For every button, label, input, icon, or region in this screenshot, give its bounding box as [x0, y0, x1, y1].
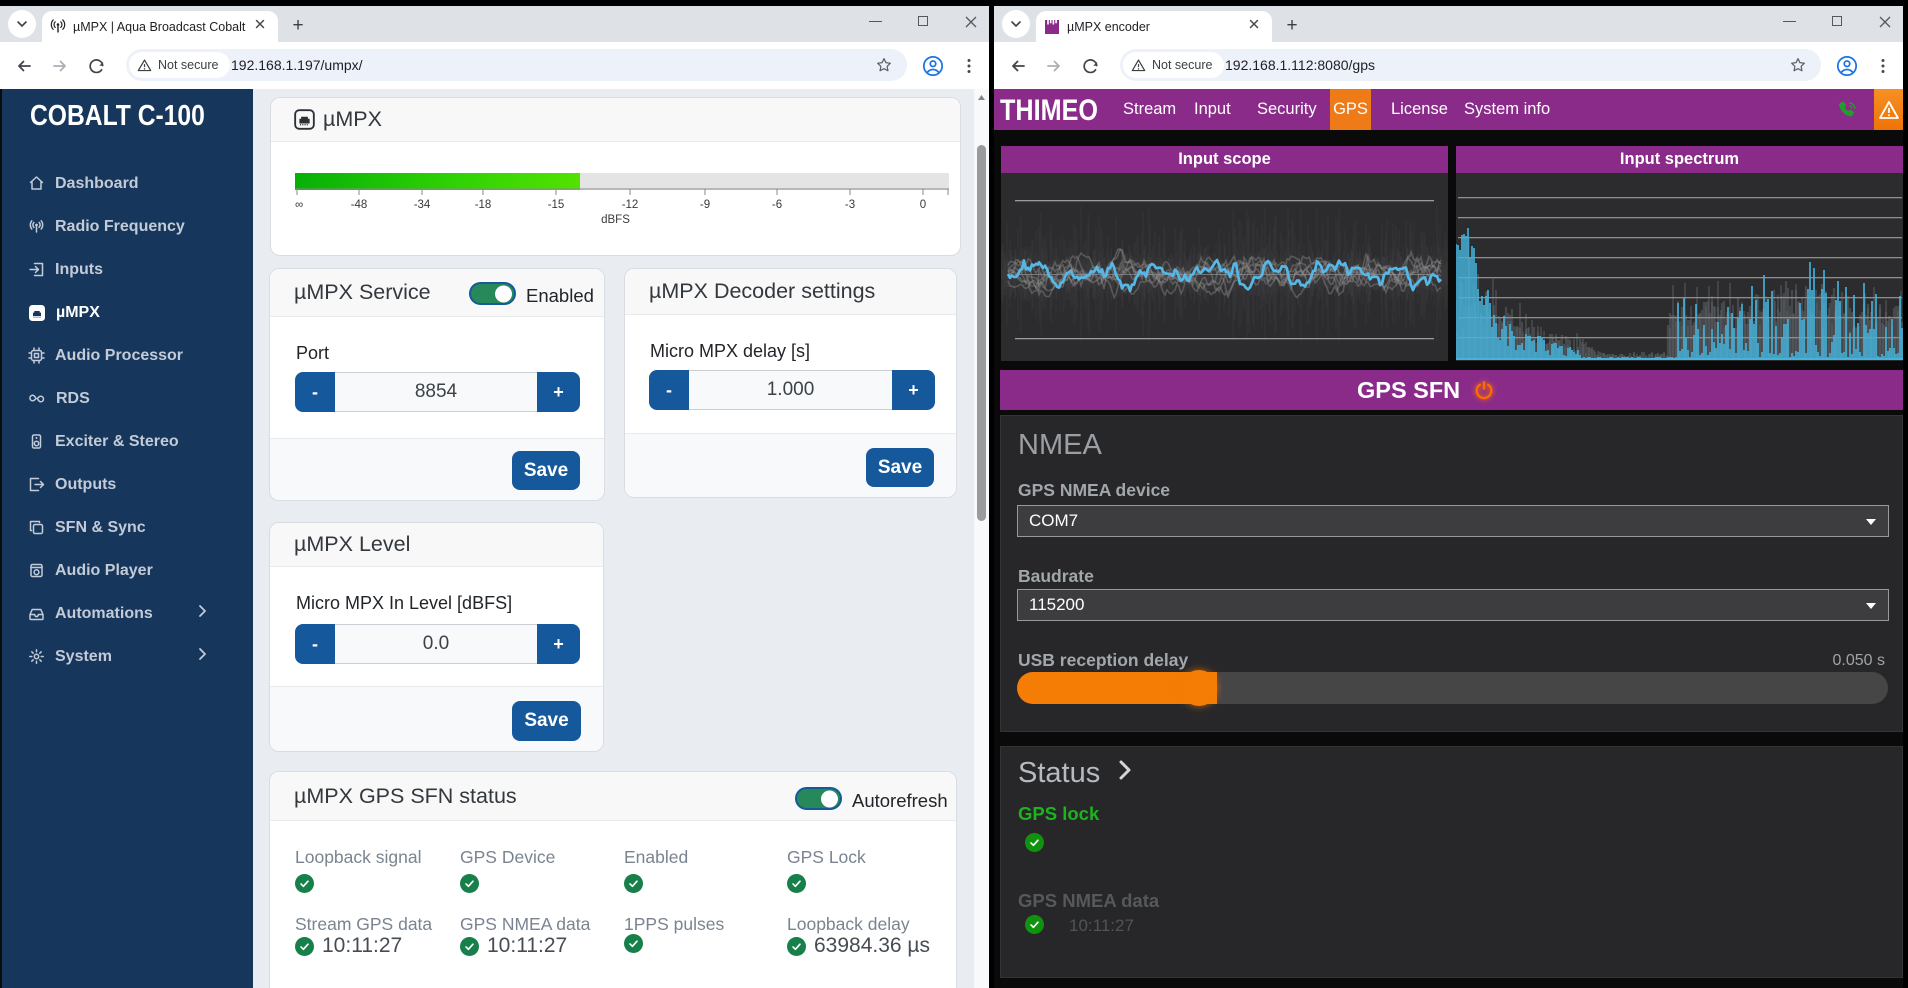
svg-text:-12: -12 [622, 199, 639, 211]
svg-text:-15: -15 [548, 199, 565, 211]
svg-text:-18: -18 [475, 199, 492, 211]
svg-text:-3: -3 [845, 199, 855, 211]
svg-text:-34: -34 [414, 199, 431, 211]
svg-text:-6: -6 [772, 199, 782, 211]
svg-text:-9: -9 [700, 199, 710, 211]
svg-text:∞: ∞ [295, 199, 303, 211]
svg-text:-48: -48 [351, 199, 368, 211]
svg-text:0: 0 [920, 199, 926, 211]
